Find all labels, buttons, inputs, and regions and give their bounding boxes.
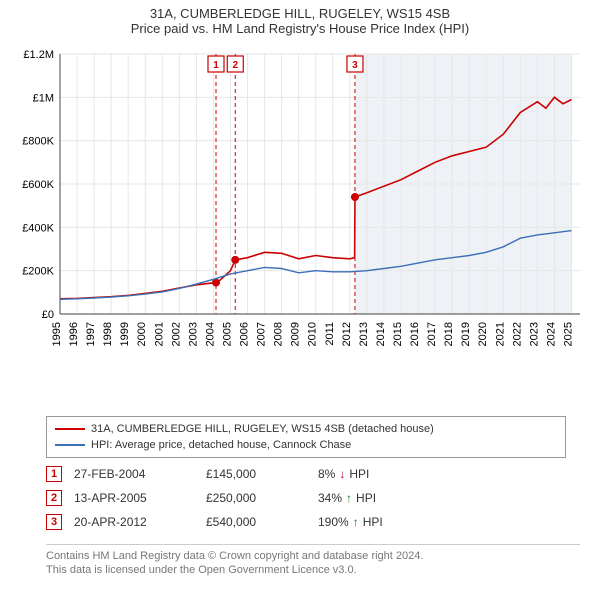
event-suffix: HPI (349, 467, 369, 481)
event-pct-value: 190% (318, 515, 349, 529)
y-tick-label: £200K (22, 266, 54, 278)
event-line-badge-text: 2 (232, 60, 238, 71)
event-date: 13-APR-2005 (74, 491, 194, 505)
sale-marker (231, 256, 239, 264)
legend-label-hpi: HPI: Average price, detached house, Cann… (91, 439, 351, 451)
event-row: 3 20-APR-2012 £540,000 190% ↑ HPI (46, 510, 566, 534)
event-date: 20-APR-2012 (74, 515, 194, 529)
y-tick-label: £0 (42, 309, 54, 321)
y-tick-label: £1.2M (23, 49, 54, 61)
x-tick-label: 2019 (460, 322, 472, 346)
event-price: £540,000 (206, 515, 306, 529)
footer-line2: This data is licensed under the Open Gov… (46, 563, 580, 577)
x-tick-label: 2005 (221, 322, 233, 346)
x-tick-label: 2004 (204, 322, 216, 346)
event-suffix: HPI (363, 515, 383, 529)
x-tick-label: 2014 (375, 322, 387, 346)
x-tick-label: 2018 (443, 322, 455, 346)
x-tick-label: 1996 (68, 322, 80, 346)
x-tick-label: 2007 (256, 322, 268, 346)
x-tick-label: 2001 (153, 322, 165, 346)
y-tick-label: £1M (33, 92, 54, 104)
event-badge: 1 (46, 466, 62, 482)
x-tick-label: 1995 (51, 322, 63, 346)
x-tick-label: 2015 (392, 322, 404, 346)
event-line-badge-text: 3 (352, 60, 358, 71)
legend-item-hpi: HPI: Average price, detached house, Cann… (55, 437, 557, 453)
x-tick-label: 2016 (409, 322, 421, 346)
events-table: 1 27-FEB-2004 £145,000 8% ↓ HPI 2 13-APR-2005 £2… (46, 462, 566, 534)
x-tick-label: 2010 (307, 322, 319, 346)
legend-label-property: 31A, CUMBERLEDGE HILL, RUGELEY, WS15 4SB… (91, 423, 434, 435)
event-badge: 2 (46, 490, 62, 506)
x-tick-label: 2006 (239, 322, 251, 346)
legend: 31A, CUMBERLEDGE HILL, RUGELEY, WS15 4SB… (46, 416, 566, 458)
legend-item-property: 31A, CUMBERLEDGE HILL, RUGELEY, WS15 4SB… (55, 421, 557, 437)
chart-subtitle: Price paid vs. HM Land Registry's House … (0, 21, 600, 40)
arrow-down-icon: ↓ (339, 467, 345, 481)
chart-area: £0 £200K £400K £600K £800K £1M £1.2M 1995 1996 19… (10, 44, 590, 374)
sale-marker (351, 193, 359, 201)
event-price: £145,000 (206, 467, 306, 481)
event-badge: 3 (46, 514, 62, 530)
y-tick-label: £600K (22, 179, 54, 191)
legend-swatch-property (55, 428, 85, 430)
x-tick-label: 2024 (545, 322, 557, 346)
event-pct-value: 8% (318, 467, 335, 481)
x-tick-label: 2022 (511, 322, 523, 346)
x-tick-label: 2009 (290, 322, 302, 346)
event-row: 2 13-APR-2005 £250,000 34% ↑ HPI (46, 486, 566, 510)
event-pct: 34% ↑ HPI (318, 491, 376, 505)
x-tick-label: 2021 (494, 322, 506, 346)
event-date: 27-FEB-2004 (74, 467, 194, 481)
event-pct: 190% ↑ HPI (318, 515, 383, 529)
y-tick-label: £800K (22, 136, 54, 148)
x-tick-label: 2011 (324, 322, 336, 346)
x-tick-label: 1998 (102, 322, 114, 346)
x-tick-label: 2000 (136, 322, 148, 346)
x-tick-label: 2002 (170, 322, 182, 346)
footer-line1: Contains HM Land Registry data © Crown c… (46, 549, 580, 563)
x-tick-label: 2012 (341, 322, 353, 346)
arrow-up-icon: ↑ (353, 515, 359, 529)
x-tick-label: 2023 (528, 322, 540, 346)
event-suffix: HPI (356, 491, 376, 505)
event-line-badge-text: 1 (213, 60, 219, 71)
legend-swatch-hpi (55, 444, 85, 446)
event-pct-value: 34% (318, 491, 342, 505)
x-tick-label: 2008 (273, 322, 285, 346)
chart-title: 31A, CUMBERLEDGE HILL, RUGELEY, WS15 4SB (0, 0, 600, 21)
event-pct: 8% ↓ HPI (318, 467, 369, 481)
event-price: £250,000 (206, 491, 306, 505)
x-tick-label: 2003 (187, 322, 199, 346)
x-tick-label: 2020 (477, 322, 489, 346)
event-row: 1 27-FEB-2004 £145,000 8% ↓ HPI (46, 462, 566, 486)
x-tick-label: 2013 (358, 322, 370, 346)
x-tick-label: 1997 (85, 322, 97, 346)
x-tick-label: 2025 (562, 322, 574, 346)
footer: Contains HM Land Registry data © Crown c… (46, 544, 580, 578)
x-tick-label: 1999 (119, 322, 131, 346)
arrow-up-icon: ↑ (346, 491, 352, 505)
x-tick-label: 2017 (426, 322, 438, 346)
chart-svg: £0 £200K £400K £600K £800K £1M £1.2M 1995 1996 19… (10, 44, 590, 374)
y-tick-label: £400K (22, 222, 54, 234)
